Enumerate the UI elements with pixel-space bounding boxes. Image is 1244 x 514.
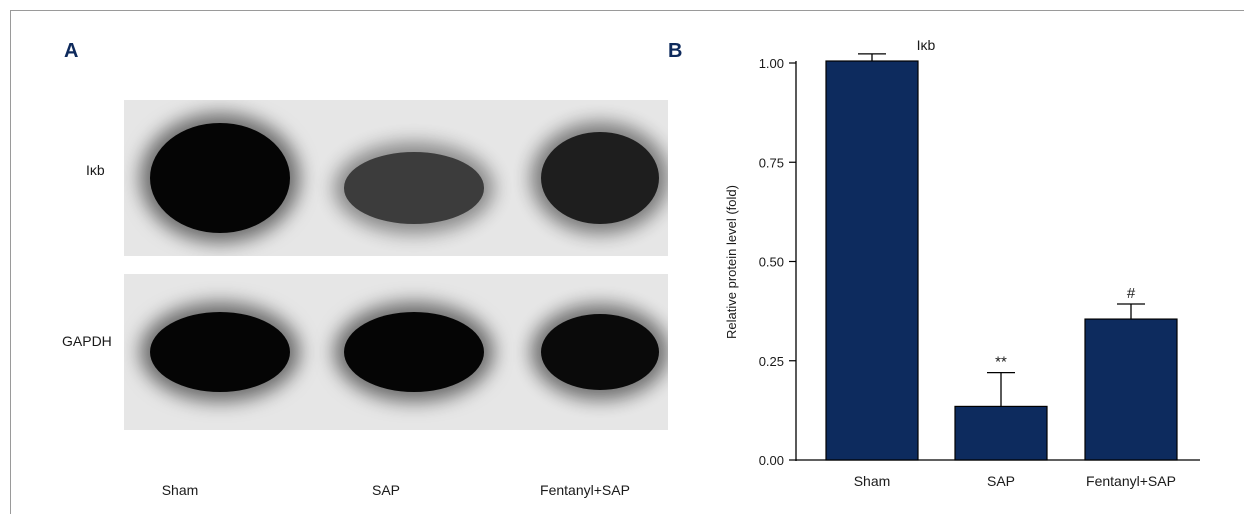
y-tick-label-2: 0.50 [759,255,784,270]
y-tick-label-1: 0.25 [759,354,784,369]
panel-b-label: B [668,40,683,62]
lane-label-fentanyl-sap: Fentanyl+SAP [540,482,630,498]
lane-label-sham: Sham [161,482,199,498]
blot-row-label-gapdh: GAPDH [62,333,112,349]
blot-band-0-1 [344,152,484,224]
lane-label-sap: SAP [371,482,400,498]
y-tick-label-3: 0.75 [759,155,784,170]
y-tick-label-0: 0.00 [759,453,784,468]
bar-2 [1084,318,1178,461]
figure-frame [10,10,1244,514]
y-axis-label: Relative protein level (fold) [724,185,739,339]
blot-strip-ikb [124,100,668,256]
chart-title: Iκb [917,37,936,53]
panel-a-label: A [64,40,79,62]
blot-band-1-2 [541,314,659,390]
blot-band-0-2 [541,131,659,225]
blot-row-label-ikb: Iκb [86,162,105,178]
y-tick-label-4: 1.00 [759,56,784,71]
blot-band-1-1 [344,312,484,392]
x-tick-label-1: SAP [987,473,1015,489]
blot-strip-gapdh [124,274,668,430]
x-tick-label-2: Fentanyl+SAP [1086,473,1176,489]
bar-chart: Iκb Relative protein level (fold) 0.00 0.… [724,37,1200,489]
blot-band-0-0 [150,123,290,233]
significance-label-1: ** [995,354,1007,371]
bar-1 [954,405,1048,461]
x-tick-label-0: Sham [854,473,891,489]
blot-band-1-0 [150,312,290,392]
significance-label-2: # [1127,285,1136,302]
bar-0 [825,60,919,461]
